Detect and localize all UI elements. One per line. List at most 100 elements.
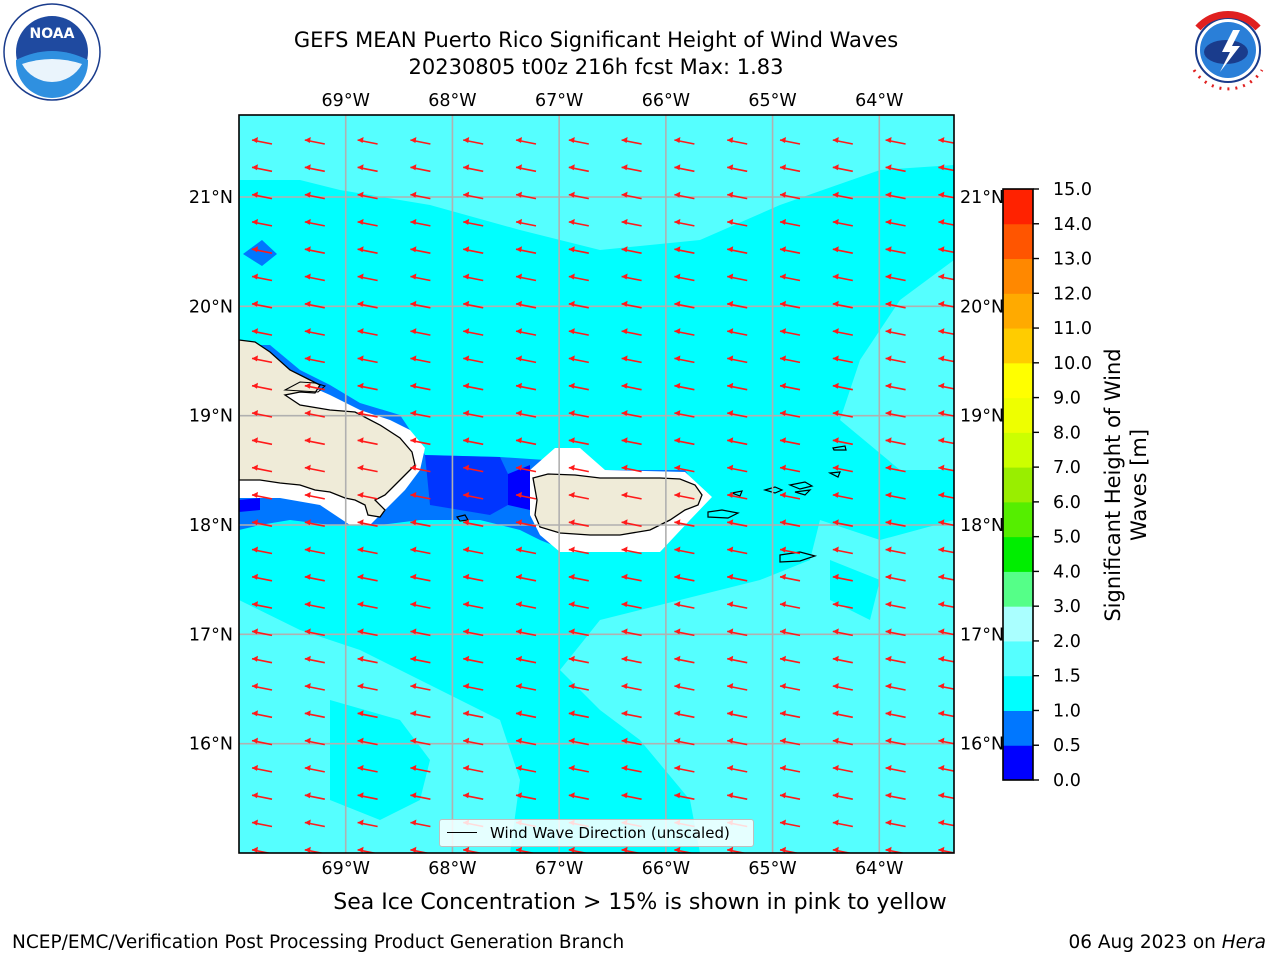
wave-vector-head [568,355,575,362]
wave-vector-head [516,764,522,771]
wave-vector-head [410,137,417,143]
wave-vector-head [621,737,628,744]
wave-vector-head [885,846,892,853]
wave-vector-head [885,437,892,444]
colorbar-segment [1003,710,1033,746]
wave-vector-head [674,628,681,635]
graticule [239,115,954,853]
wave-vector-head [938,218,945,225]
colorbar-tick-label: 5.0 [1053,528,1081,548]
wave-vector-head [357,218,364,225]
wave-vector-head [568,683,575,689]
wave-vector-head [304,300,311,307]
wave-vector-head [780,683,786,689]
wave-vector-head [727,792,734,799]
wave-vector-head [674,137,681,143]
wave-vector-head [304,437,311,444]
wave-vector-head [780,819,786,826]
wave-vector-head [832,710,839,717]
lon-label-top: 67°W [535,91,583,111]
wave-vector-head [885,300,892,307]
wave-vector-head [780,601,786,608]
wave-vector-head [780,655,786,662]
wave-vector-head [463,846,470,853]
wave-vector-head [357,246,364,253]
wave-vector-head [938,191,945,198]
wave-vector-head [727,601,734,608]
wave-vector-head [357,846,364,853]
wave-vector-head [674,792,681,799]
colorbar-segment [1003,293,1033,329]
wave-vector-head [727,491,734,498]
wave-vector-head [780,628,786,635]
nws-logo-icon [1181,3,1275,97]
wave-vector-head [621,764,628,771]
wave-vector-head [463,491,470,498]
colorbar-title-line2: Waves [m] [1127,428,1151,542]
wave-vector-head [832,382,839,389]
wave-vector-head [780,546,786,553]
legend-line-swatch [447,832,477,833]
map-legend: Wind Wave Direction (unscaled) [439,819,754,847]
wave-vector-head [938,464,945,471]
wave-vector-head [304,164,311,171]
wave-vector-head [568,464,575,471]
wave-vector-head [727,355,734,362]
wave-vector-head [885,819,892,826]
lon-label-top: 69°W [322,91,370,111]
wave-vector-head [463,519,470,526]
wave-vector-head [357,573,364,580]
wave-vector-head [568,300,575,307]
map-axis-labels: 69°W 69°W 68°W 68°W 67°W 67°W 66°W 66°W 65°W 65°W… [189,91,1004,879]
wave-vector-head [516,655,522,662]
wave-vector-head [357,355,364,362]
wave-vector-head [885,410,892,416]
wave-vector-head [727,218,734,225]
wave-vector-head [885,764,892,771]
wave-vector-head [621,382,628,389]
wave-vector-head [938,819,945,826]
lat-label-right: 21°N [960,188,1004,208]
svg-text:NOAA: NOAA [30,26,75,42]
wave-vector-head [304,792,311,799]
wave-vector-head [516,464,522,471]
wave-vector-head [832,355,839,362]
footer-date-text: 06 Aug 2023 on [1068,932,1222,953]
wave-vector-head [885,191,892,198]
wave-vector-head [410,819,417,826]
wave-vector-head [252,328,258,335]
colorbar-tick-label: 6.0 [1053,493,1081,513]
wave-direction-vectors [251,137,954,853]
wave-vector-head [568,764,575,771]
wave-vector-head [463,300,470,307]
wave-vector-head [304,573,311,580]
wave-vector-head [727,273,734,280]
wave-region-light-north [239,115,954,250]
wave-vector-head [252,437,258,444]
wave-vector-head [252,164,258,171]
wave-vector-head [410,437,417,444]
wave-vector-head [463,164,470,171]
wave-vector-head [252,764,258,771]
wave-vector-head [410,328,417,335]
lon-label-top: 66°W [642,91,690,111]
wave-vector-head [304,191,311,198]
wave-vector-head [410,464,417,471]
wave-vector-head [674,246,681,253]
wave-vector-head [938,355,945,362]
wave-vector-head [516,191,522,198]
wave-vector-head [832,491,839,498]
wave-vector-head [832,191,839,198]
wave-vector-head [832,300,839,307]
colorbar-tick-label: 1.5 [1053,667,1081,687]
wave-vector-head [938,683,945,689]
wave-vector-head [885,137,892,143]
wave-vector-head [621,164,628,171]
wave-vector-head [357,191,364,198]
wave-vector-head [832,328,839,335]
lon-label-bottom: 66°W [642,859,690,879]
wave-vector-head [357,382,364,389]
lat-label-left: 20°N [189,297,233,317]
wave-vector-head [727,410,734,416]
wave-vector-head [410,764,417,771]
